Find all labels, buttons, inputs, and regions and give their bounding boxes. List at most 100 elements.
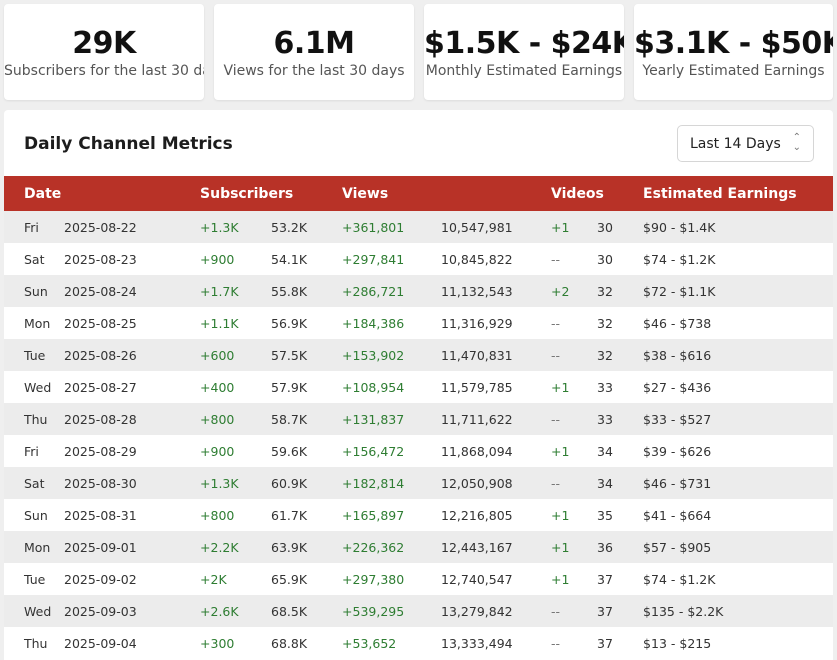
cell-day: Mon	[24, 315, 51, 331]
cell-subscribers-delta: +1.7K	[200, 283, 239, 299]
stat-value: $1.5K - $24K	[424, 26, 624, 61]
cell-videos-total: 37	[597, 571, 613, 587]
cell-subscribers-delta: +800	[200, 411, 235, 427]
cell-views-total: 12,216,805	[441, 507, 513, 523]
cell-views-total: 11,579,785	[441, 379, 513, 395]
cell-estimated-earnings: $33 - $527	[643, 411, 712, 427]
cell-date: 2025-08-29	[64, 443, 137, 459]
cell-views-total: 11,132,543	[441, 283, 513, 299]
table-row: Sun 2025-08-24 +1.7K 55.8K +286,721 11,132,54…	[4, 275, 833, 307]
stat-label: Yearly Estimated Earnings	[642, 63, 825, 79]
yearly-earnings-stat-card: $3.1K - $50K Yearly Estimated Earnings	[634, 4, 833, 100]
cell-day: Sun	[24, 507, 48, 523]
stat-value: 29K	[72, 26, 136, 61]
cell-views-delta: +156,472	[342, 443, 405, 459]
cell-estimated-earnings: $46 - $731	[643, 475, 712, 491]
column-header-date[interactable]: Date	[24, 185, 62, 202]
cell-date: 2025-08-25	[64, 315, 137, 331]
cell-videos-delta: +1	[551, 507, 570, 523]
table-row: Tue 2025-08-26 +600 57.5K +153,902 11,470,831…	[4, 339, 833, 371]
cell-videos-delta: --	[551, 603, 561, 619]
column-header-estimated-earnings[interactable]: Estimated Earnings	[643, 185, 797, 202]
column-header-views[interactable]: Views	[342, 185, 389, 202]
table-row: Fri 2025-08-29 +900 59.6K +156,472 11,868,094…	[4, 435, 833, 467]
cell-day: Thu	[24, 635, 48, 651]
column-header-videos[interactable]: Videos	[551, 185, 604, 202]
cell-subscribers-total: 57.9K	[271, 379, 308, 395]
cell-subscribers-delta: +400	[200, 379, 235, 395]
cell-videos-total: 36	[597, 539, 613, 555]
table-row: Sat 2025-08-30 +1.3K 60.9K +182,814 12,050,90…	[4, 467, 833, 499]
cell-subscribers-delta: +2.2K	[200, 539, 239, 555]
cell-views-delta: +361,801	[342, 219, 405, 235]
cell-subscribers-delta: +300	[200, 635, 235, 651]
cell-subscribers-delta: +1.3K	[200, 219, 239, 235]
cell-views-total: 13,333,494	[441, 635, 513, 651]
cell-day: Tue	[24, 571, 46, 587]
stat-value: 6.1M	[273, 26, 356, 61]
cell-subscribers-total: 54.1K	[271, 251, 308, 267]
cell-videos-delta: --	[551, 635, 561, 651]
cell-date: 2025-08-23	[64, 251, 137, 267]
cell-subscribers-total: 63.9K	[271, 539, 308, 555]
cell-estimated-earnings: $46 - $738	[643, 315, 712, 331]
column-header-subscribers[interactable]: Subscribers	[200, 185, 294, 202]
cell-views-total: 10,845,822	[441, 251, 513, 267]
cell-views-delta: +165,897	[342, 507, 405, 523]
cell-views-total: 11,868,094	[441, 443, 513, 459]
cell-views-total: 12,443,167	[441, 539, 513, 555]
cell-day: Tue	[24, 347, 46, 363]
table-row: Wed 2025-08-27 +400 57.9K +108,954 11,579,785…	[4, 371, 833, 403]
cell-date: 2025-08-31	[64, 507, 137, 523]
table-row: Wed 2025-09-03 +2.6K 68.5K +539,295 13,279,84…	[4, 595, 833, 627]
cell-day: Wed	[24, 603, 52, 619]
cell-videos-delta: +1	[551, 219, 570, 235]
cell-subscribers-total: 56.9K	[271, 315, 308, 331]
cell-videos-delta: --	[551, 411, 561, 427]
cell-estimated-earnings: $135 - $2.2K	[643, 603, 724, 619]
cell-subscribers-total: 55.8K	[271, 283, 308, 299]
cell-subscribers-delta: +1.3K	[200, 475, 239, 491]
cell-day: Sun	[24, 283, 48, 299]
cell-videos-total: 33	[597, 379, 613, 395]
cell-subscribers-delta: +2K	[200, 571, 227, 587]
metrics-table: Date Subscribers Views Videos Estimated …	[4, 176, 833, 659]
table-row: Mon 2025-09-01 +2.2K 63.9K +226,362 12,443,16…	[4, 531, 833, 563]
cell-views-total: 13,279,842	[441, 603, 513, 619]
table-row: Sat 2025-08-23 +900 54.1K +297,841 10,845,822…	[4, 243, 833, 275]
cell-estimated-earnings: $74 - $1.2K	[643, 571, 716, 587]
cell-day: Sat	[24, 475, 45, 491]
cell-subscribers-delta: +1.1K	[200, 315, 239, 331]
cell-videos-total: 32	[597, 283, 613, 299]
stat-label: Monthly Estimated Earnings	[425, 63, 623, 79]
cell-subscribers-total: 65.9K	[271, 571, 308, 587]
cell-videos-delta: +1	[551, 443, 570, 459]
cell-date: 2025-08-27	[64, 379, 137, 395]
up-down-chevron-icon: ⌃ ⌄	[792, 132, 801, 153]
table-row: Mon 2025-08-25 +1.1K 56.9K +184,386 11,316,92…	[4, 307, 833, 339]
stat-label: Views for the last 30 days	[223, 63, 405, 79]
monthly-earnings-stat-card: $1.5K - $24K Monthly Estimated Earnings	[424, 4, 624, 100]
cell-views-total: 10,547,981	[441, 219, 513, 235]
cell-date: 2025-09-01	[64, 539, 137, 555]
stats-cards: 29K Subscribers for the last 30 days 6.1…	[4, 4, 833, 100]
date-range-select[interactable]: Last 14 Days ⌃ ⌄	[677, 125, 814, 162]
cell-estimated-earnings: $39 - $626	[643, 443, 712, 459]
cell-views-delta: +297,380	[342, 571, 405, 587]
cell-videos-delta: +2	[551, 283, 570, 299]
cell-views-total: 12,740,547	[441, 571, 513, 587]
cell-videos-total: 30	[597, 251, 613, 267]
cell-views-delta: +184,386	[342, 315, 405, 331]
cell-views-delta: +53,652	[342, 635, 397, 651]
cell-date: 2025-08-30	[64, 475, 137, 491]
cell-subscribers-total: 60.9K	[271, 475, 308, 491]
cell-date: 2025-08-24	[64, 283, 137, 299]
cell-subscribers-delta: +900	[200, 443, 235, 459]
cell-videos-total: 34	[597, 443, 613, 459]
stat-label: Subscribers for the last 30 days	[4, 63, 204, 79]
cell-views-total: 11,711,622	[441, 411, 513, 427]
cell-date: 2025-09-04	[64, 635, 137, 651]
views-stat-card: 6.1M Views for the last 30 days	[214, 4, 414, 100]
cell-estimated-earnings: $90 - $1.4K	[643, 219, 716, 235]
cell-day: Fri	[24, 443, 39, 459]
